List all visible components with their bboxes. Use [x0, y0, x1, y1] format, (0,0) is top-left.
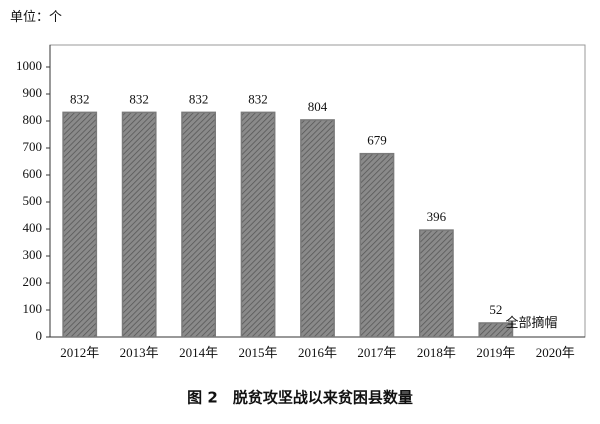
- y-tick-label: 500: [23, 193, 43, 208]
- x-tick-label: 2017年: [357, 345, 396, 360]
- y-tick-label: 800: [23, 112, 43, 127]
- x-tick-label: 2016年: [298, 345, 337, 360]
- y-tick-label: 400: [23, 220, 43, 235]
- value-label: 832: [70, 91, 90, 106]
- value-label: 52: [489, 302, 502, 317]
- x-tick-label: 2013年: [120, 345, 159, 360]
- value-label: 832: [129, 91, 149, 106]
- x-tick-label: 2019年: [476, 345, 515, 360]
- y-tick-label: 200: [23, 274, 43, 289]
- bar: [418, 229, 454, 338]
- value-label: 804: [308, 99, 328, 114]
- annotation: 全部摘帽: [505, 315, 557, 330]
- y-tick-label: 900: [23, 85, 43, 100]
- bar: [478, 322, 514, 338]
- x-tick-label: 2020年: [536, 345, 575, 360]
- bar: [62, 111, 98, 338]
- y-tick-label: 1000: [16, 58, 42, 73]
- bar: [181, 111, 217, 338]
- value-label: 832: [189, 91, 209, 106]
- x-tick-label: 2014年: [179, 345, 218, 360]
- bar: [300, 119, 335, 338]
- y-tick-label: 300: [23, 247, 43, 262]
- y-tick-label: 600: [23, 166, 43, 181]
- unit-label: 单位：个: [10, 9, 62, 24]
- bar: [359, 152, 395, 338]
- x-tick-label: 2015年: [239, 345, 278, 360]
- value-label: 396: [427, 209, 447, 224]
- x-tick-label: 2012年: [60, 345, 99, 360]
- y-tick-label: 100: [23, 301, 43, 316]
- y-tick-label: 700: [23, 139, 43, 154]
- value-label: 679: [367, 133, 387, 148]
- y-tick-label: 0: [36, 328, 43, 343]
- caption: 图 2 脱贫攻坚战以来贫困县数量: [187, 389, 413, 407]
- x-tick-label: 2018年: [417, 345, 456, 360]
- bar: [240, 111, 276, 338]
- bar: [121, 111, 157, 338]
- value-label: 832: [248, 91, 268, 106]
